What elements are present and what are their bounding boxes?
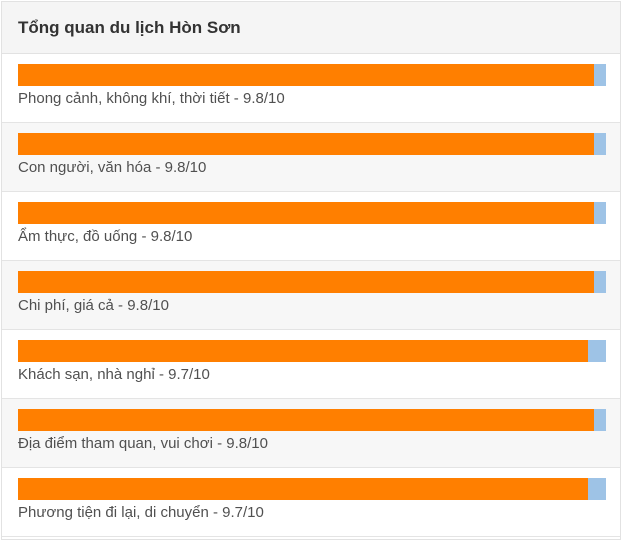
rating-row: Chi phí, giá cả - 9.8/10 <box>2 261 620 330</box>
rating-bar-fill <box>18 64 595 86</box>
rating-row: Phong cảnh, không khí, thời tiết - 9.8/1… <box>2 54 620 123</box>
rating-row: Phương tiện đi lại, di chuyển - 9.7/10 <box>2 468 620 537</box>
rating-bar-fill <box>18 409 595 431</box>
rating-bar-fill <box>18 478 589 500</box>
rating-bar-track <box>18 202 606 224</box>
panel-title: Tổng quan du lịch Hòn Sơn <box>18 17 241 37</box>
rating-label: Chi phí, giá cả - 9.8/10 <box>18 297 169 314</box>
rating-label: Ẩm thực, đồ uống - 9.8/10 <box>18 228 193 245</box>
rating-bar-track <box>18 340 606 362</box>
rating-bar-fill <box>18 340 589 362</box>
rating-bar-fill <box>18 202 595 224</box>
rating-bar-track <box>18 271 606 293</box>
rating-label: Khách sạn, nhà nghỉ - 9.7/10 <box>18 366 210 383</box>
rating-bar-fill <box>18 271 595 293</box>
rating-bar-track <box>18 64 606 86</box>
rating-bar-track <box>18 478 606 500</box>
rating-row: Ẩm thực, đồ uống - 9.8/10 <box>2 192 620 261</box>
rating-row: Địa điểm tham quan, vui chơi - 9.8/10 <box>2 399 620 468</box>
rating-row: Khách sạn, nhà nghỉ - 9.7/10 <box>2 330 620 399</box>
rating-label: Địa điểm tham quan, vui chơi - 9.8/10 <box>18 435 268 452</box>
rating-bar-fill <box>18 133 595 155</box>
rating-bar-track <box>18 133 606 155</box>
rating-bar-track <box>18 409 606 431</box>
rating-label: Phong cảnh, không khí, thời tiết - 9.8/1… <box>18 90 285 107</box>
rating-label: Phương tiện đi lại, di chuyển - 9.7/10 <box>18 504 264 521</box>
rating-label: Con người, văn hóa - 9.8/10 <box>18 159 207 176</box>
panel-header: Tổng quan du lịch Hòn Sơn <box>2 2 620 54</box>
rating-row: Con người, văn hóa - 9.8/10 <box>2 123 620 192</box>
